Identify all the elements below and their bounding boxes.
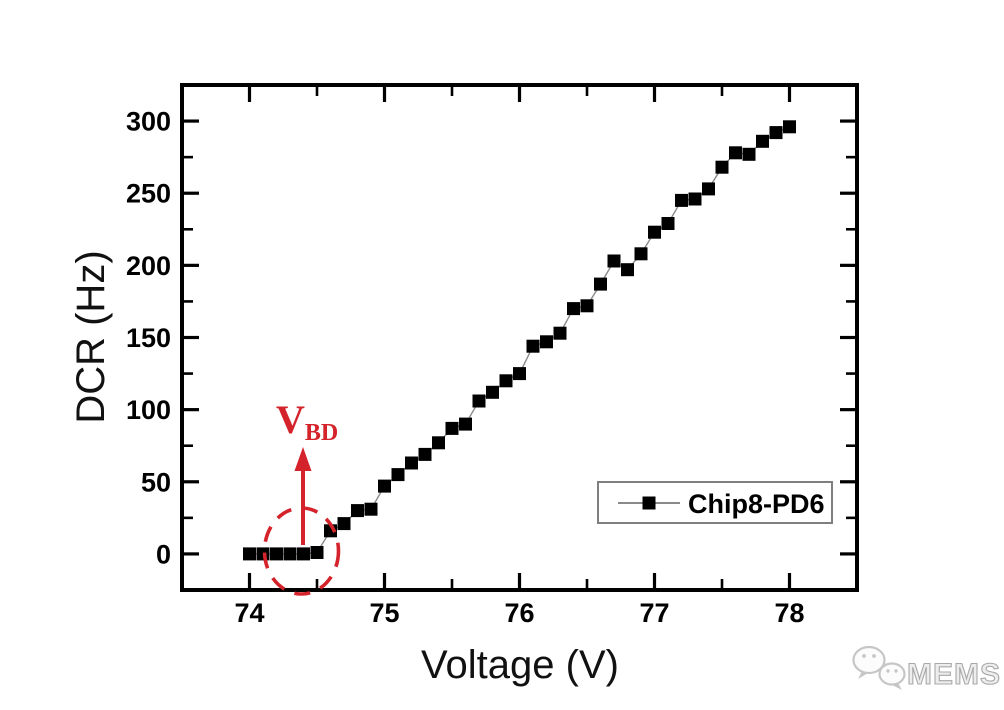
data-point-marker <box>648 225 661 239</box>
wechat-chat-bubbles-icon <box>852 645 906 690</box>
x-tick-label: 77 <box>639 598 669 628</box>
plot-frame <box>180 83 859 592</box>
data-point-marker <box>364 502 378 516</box>
data-point-marker <box>243 547 256 561</box>
vbd-annotation: VBD <box>262 397 341 596</box>
data-point-marker <box>675 193 688 207</box>
data-point-marker <box>702 182 715 196</box>
data-point-marker <box>769 126 783 140</box>
data-point-marker <box>567 302 580 316</box>
data-point-marker <box>459 417 472 431</box>
data-point-marker <box>270 547 283 561</box>
data-point-marker <box>688 192 702 206</box>
y-tick-label: 250 <box>126 179 171 209</box>
data-point-marker <box>445 421 459 435</box>
data-point-marker <box>607 254 621 268</box>
y-tick-label: 300 <box>126 107 171 137</box>
data-point-marker <box>756 134 769 148</box>
data-point-marker <box>391 468 405 482</box>
x-tick-label: 75 <box>369 598 399 628</box>
y-tick-label: 0 <box>156 539 171 569</box>
x-tick-label: 76 <box>504 598 534 628</box>
vbd-label-subscript: BD <box>305 420 338 446</box>
data-point-marker <box>742 147 756 161</box>
data-point-marker <box>297 547 310 561</box>
legend-series-label: Chip8-PD6 <box>688 489 825 519</box>
data-point-marker <box>513 367 526 381</box>
data-point-marker <box>594 277 607 291</box>
y-tick-label: 150 <box>126 323 171 353</box>
y-tick-label: 100 <box>126 395 171 425</box>
data-point-marker <box>553 326 567 340</box>
y-tick-label: 50 <box>141 467 171 497</box>
data-point-marker <box>783 120 796 134</box>
breakdown-dashed-circle <box>262 506 341 596</box>
data-point-marker <box>351 504 364 518</box>
watermark-text: MEMS <box>907 658 1001 691</box>
data-point-marker <box>661 217 675 230</box>
data-point-marker <box>580 299 594 313</box>
data-point-marker <box>486 385 499 399</box>
data-point-marker <box>540 335 553 349</box>
axis-ticks <box>184 87 855 588</box>
mems-watermark: MEMS <box>852 645 1001 692</box>
y-axis-label: DCR (Hz) <box>69 250 113 423</box>
x-tick-label: 74 <box>234 598 264 628</box>
data-point-marker <box>432 436 445 450</box>
data-point-marker <box>418 447 432 461</box>
data-point-marker <box>472 394 486 408</box>
x-axis-label: Voltage (V) <box>421 643 619 687</box>
data-point-marker <box>405 456 418 470</box>
data-point-marker <box>729 146 742 160</box>
data-point-marker <box>621 263 634 277</box>
data-series <box>243 120 796 561</box>
vbd-arrow-head <box>294 447 312 471</box>
data-point-marker <box>526 339 540 353</box>
data-point-marker <box>283 547 297 561</box>
vbd-label-main: V <box>276 397 305 442</box>
x-tick-label: 78 <box>774 598 804 628</box>
data-point-marker <box>634 247 648 261</box>
data-point-marker <box>378 479 391 493</box>
data-point-marker <box>715 160 729 174</box>
legend: Chip8-PD6 <box>597 481 833 524</box>
legend-marker-square <box>642 496 656 510</box>
data-point-marker <box>337 517 351 531</box>
data-point-marker <box>499 374 513 388</box>
data-point-marker <box>310 546 324 559</box>
y-tick-label: 200 <box>126 251 171 281</box>
axis-tick-labels: 74 75 76 77 78 0 50 100 150 200 250 300 <box>126 107 805 628</box>
vbd-label: VBD <box>276 397 338 446</box>
